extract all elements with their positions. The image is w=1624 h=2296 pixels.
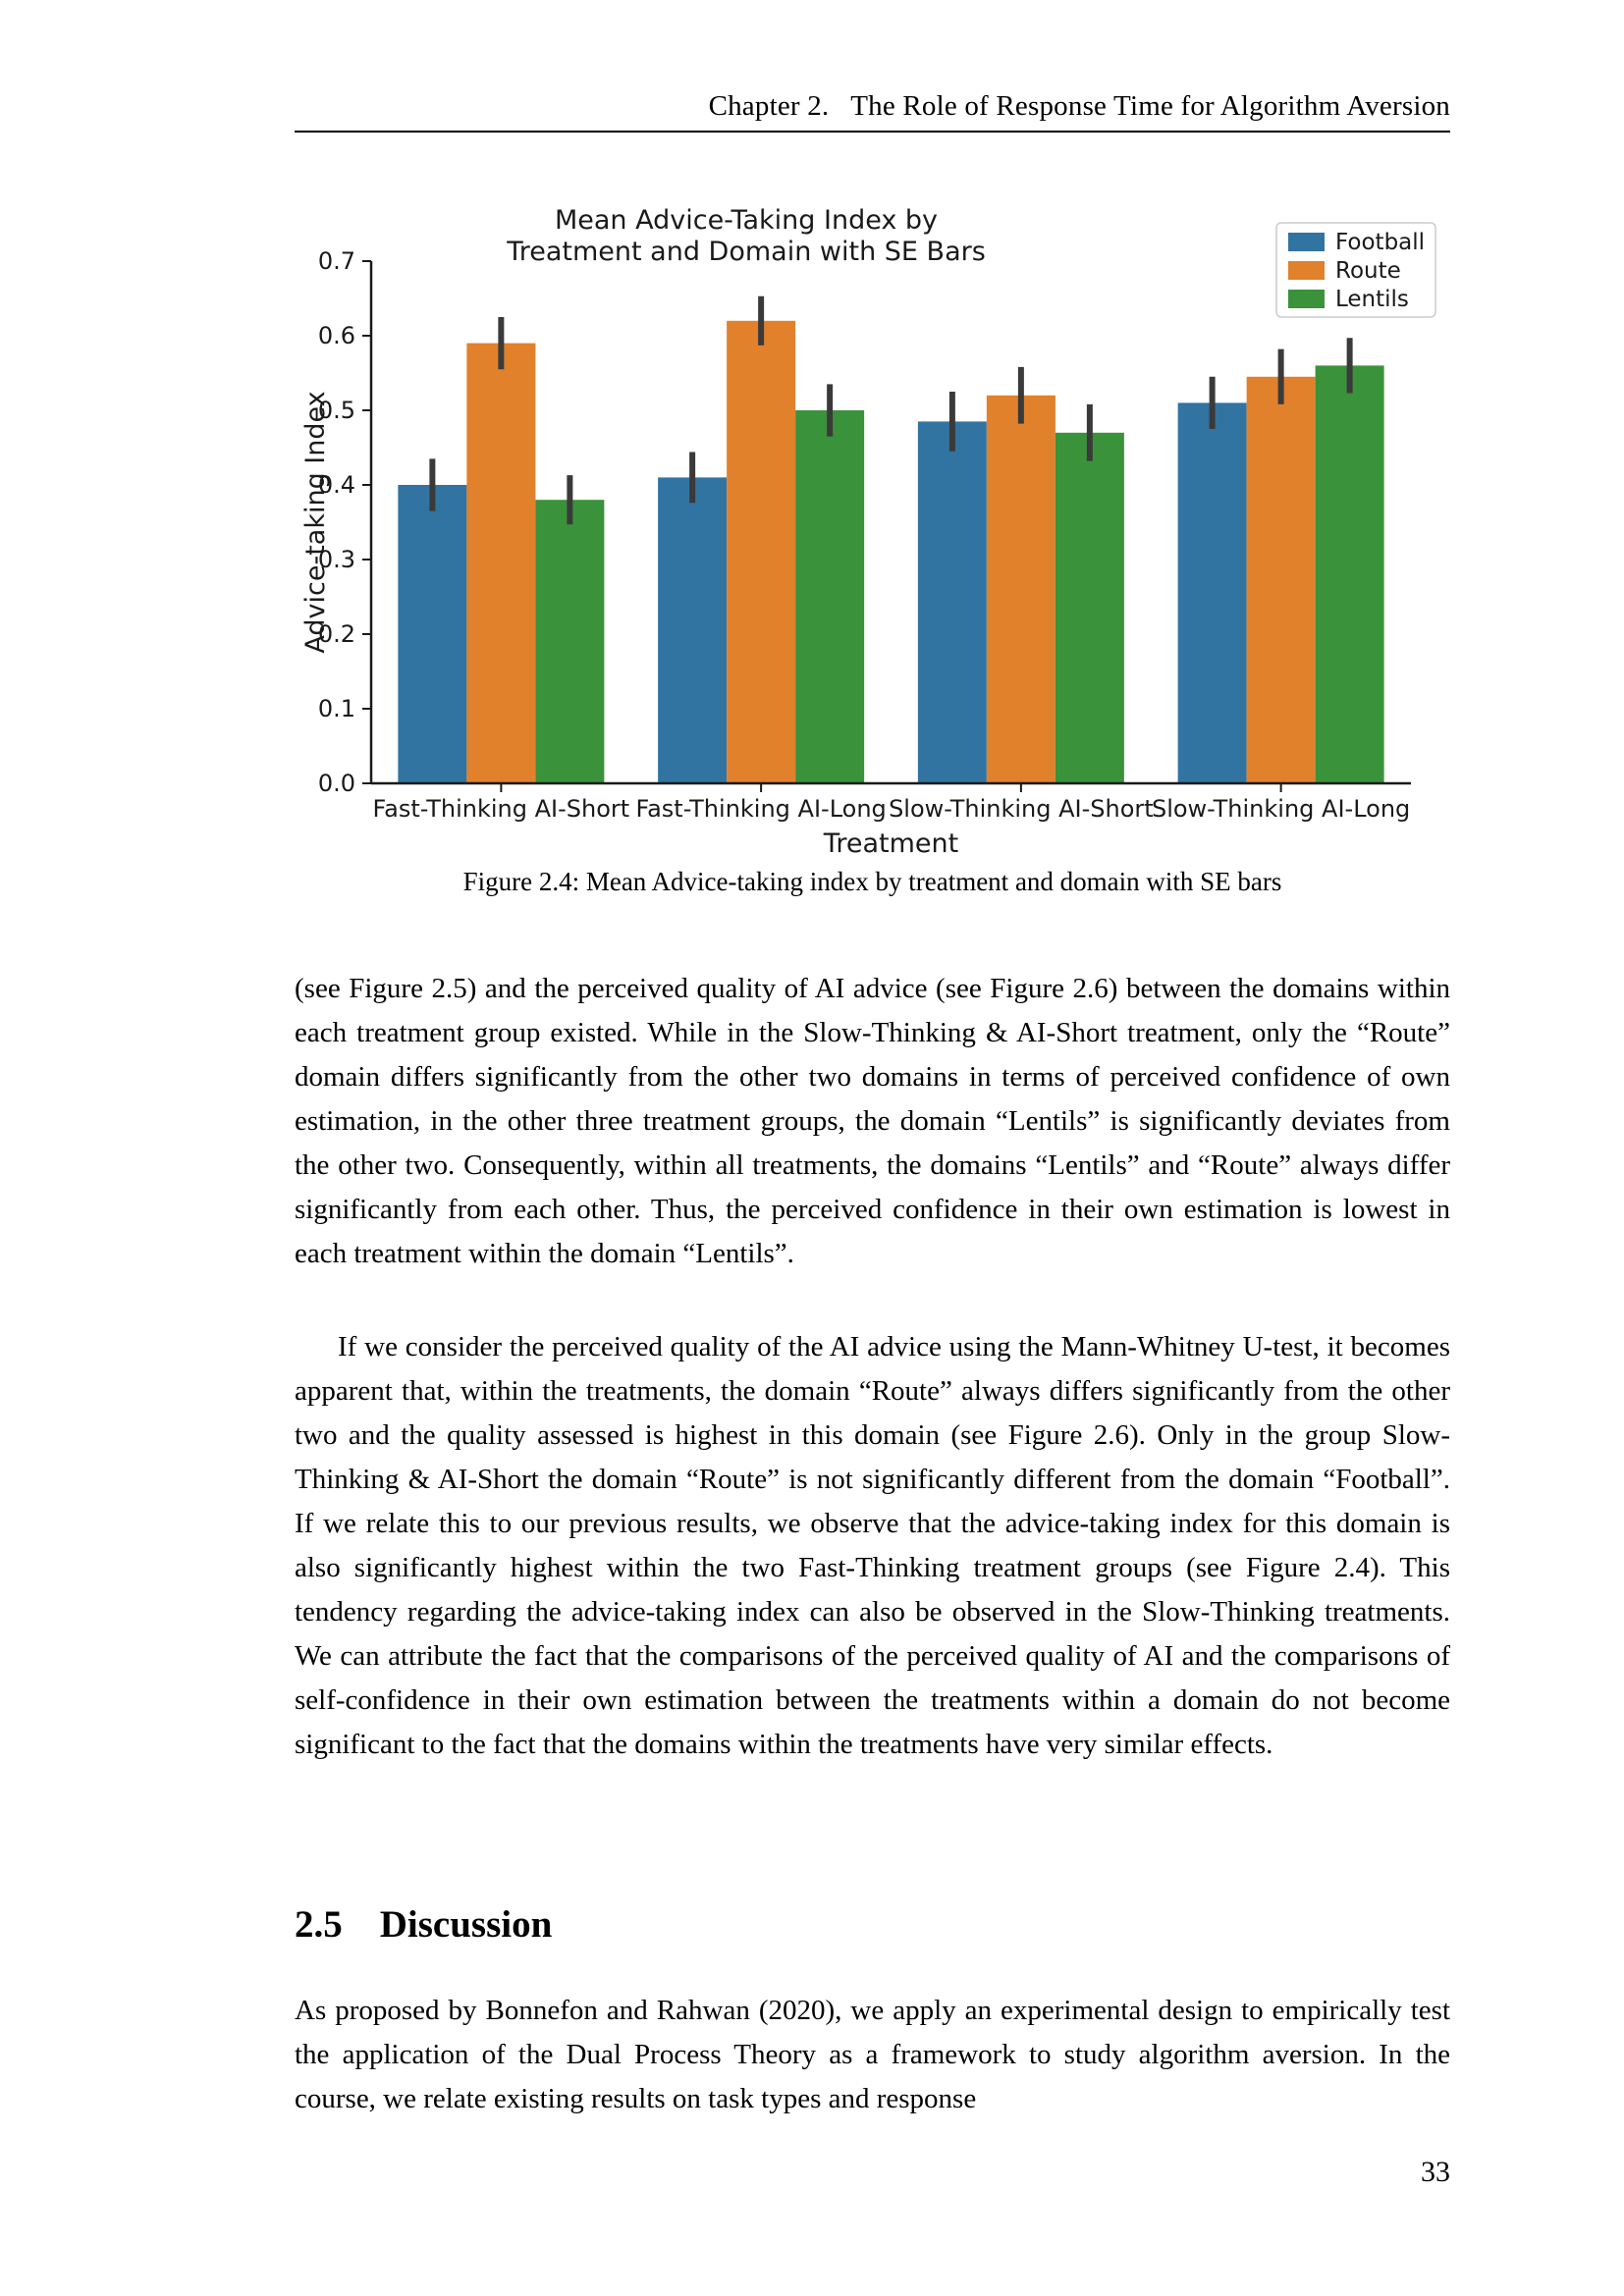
y-tick-label: 0.7 bbox=[318, 247, 355, 275]
section-heading: 2.5 Discussion bbox=[295, 1902, 1450, 1947]
bar-football-group3 bbox=[917, 421, 987, 783]
x-axis-label: Treatment bbox=[823, 828, 958, 859]
header-rule bbox=[295, 131, 1450, 133]
y-tick-label: 0.4 bbox=[318, 471, 355, 499]
y-tick-label: 0.6 bbox=[318, 322, 355, 349]
y-tick-label: 0.5 bbox=[318, 397, 355, 424]
running-header-chapter: Chapter 2. bbox=[708, 90, 830, 122]
x-tick-label: Fast-Thinking AI-Long bbox=[635, 795, 886, 823]
running-header: Chapter 2. The Role of Response Time for… bbox=[295, 90, 1450, 123]
y-tick-label: 0.0 bbox=[318, 770, 355, 797]
x-tick-label: Fast-Thinking AI-Short bbox=[373, 795, 630, 823]
bar-lentils-group4 bbox=[1315, 365, 1384, 783]
bar-route-group4 bbox=[1246, 376, 1316, 783]
bar-football-group2 bbox=[658, 477, 728, 783]
legend-swatch-lentils bbox=[1288, 290, 1325, 308]
page-number: 33 bbox=[1421, 2156, 1450, 2188]
x-tick-label: Slow-Thinking AI-Long bbox=[1152, 795, 1410, 823]
body-paragraph-2: If we consider the perceived quality of … bbox=[295, 1331, 1450, 1760]
y-tick-label: 0.3 bbox=[318, 546, 355, 573]
figure-caption: Figure 2.4: Mean Advice-taking index by … bbox=[462, 867, 1282, 896]
body-paragraph-1: (see Figure 2.5) and the perceived quali… bbox=[295, 973, 1450, 1269]
bar-football-group1 bbox=[398, 485, 467, 783]
figure-2-4-chart: Mean Advice-Taking Index by Treatment and… bbox=[245, 157, 1463, 913]
legend-swatch-football bbox=[1288, 233, 1325, 251]
section-title: Discussion bbox=[379, 1903, 553, 1946]
bar-route-group1 bbox=[466, 343, 536, 783]
bar-football-group4 bbox=[1177, 402, 1247, 783]
legend-label-lentils: Lentils bbox=[1335, 287, 1409, 312]
bar-route-group3 bbox=[986, 395, 1056, 783]
x-tick-label: Slow-Thinking AI-Short bbox=[889, 795, 1154, 823]
bar-lentils-group3 bbox=[1055, 432, 1124, 783]
legend-swatch-route bbox=[1288, 261, 1325, 280]
chart-title-line2: Treatment and Domain with SE Bars bbox=[506, 237, 986, 267]
chart-title-line1: Mean Advice-Taking Index by bbox=[555, 205, 938, 236]
running-header-title: The Role of Response Time for Algorithm … bbox=[850, 90, 1450, 122]
legend-label-route: Route bbox=[1335, 258, 1401, 284]
bar-lentils-group2 bbox=[795, 410, 865, 783]
y-tick-label: 0.1 bbox=[318, 695, 355, 722]
y-tick-label: 0.2 bbox=[318, 620, 355, 648]
bar-route-group2 bbox=[727, 320, 796, 783]
body-paragraph-3: As proposed by Bonnefon and Rahwan (2020… bbox=[295, 1995, 1450, 2114]
y-axis-label: Advice-taking Index bbox=[300, 391, 331, 653]
bar-lentils-group1 bbox=[535, 500, 605, 783]
section-number: 2.5 bbox=[295, 1903, 343, 1946]
legend-label-football: Football bbox=[1335, 230, 1425, 255]
